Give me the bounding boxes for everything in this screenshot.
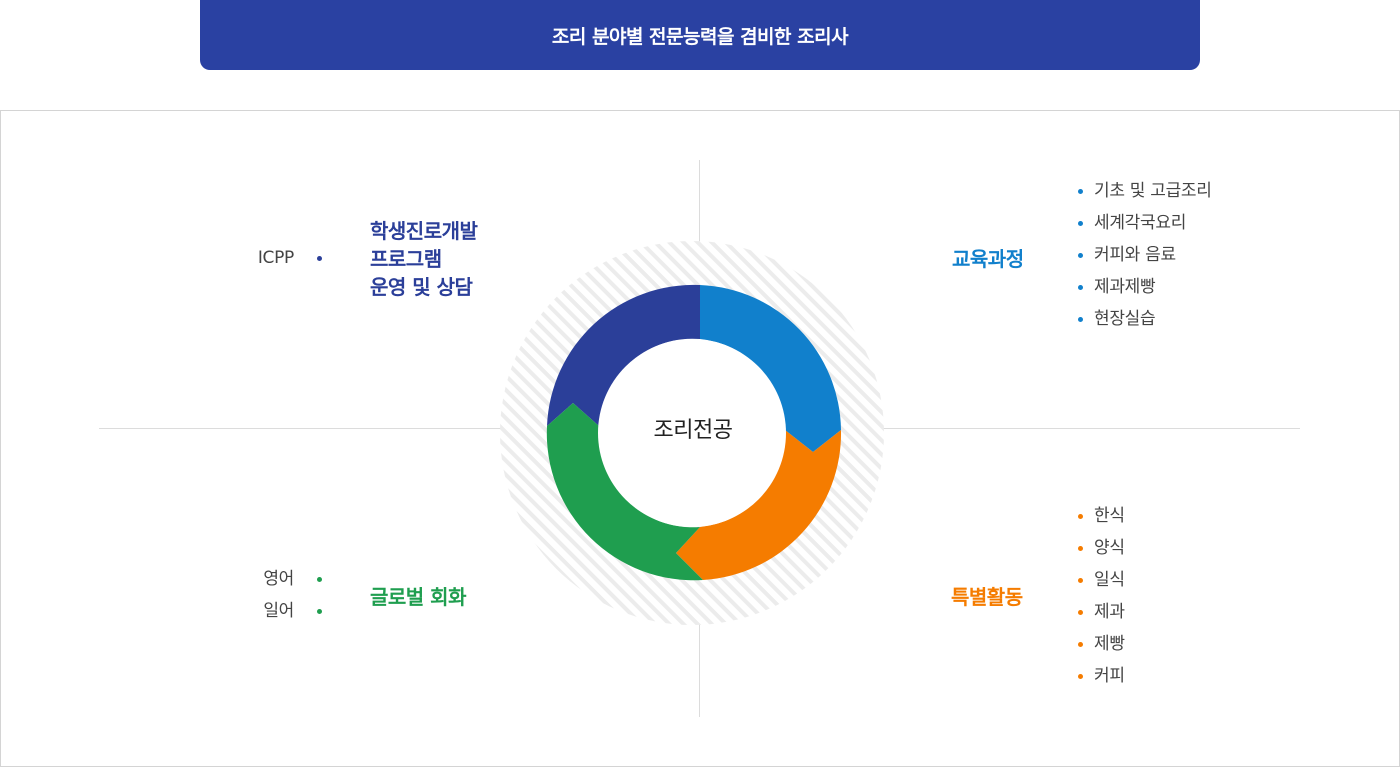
bullet-dot-icon — [1078, 610, 1083, 615]
list-item: 양식 — [1078, 532, 1125, 564]
list-item-label: 일식 — [1094, 570, 1125, 590]
list-item: 한식 — [1078, 500, 1125, 532]
list-item-label: 제빵 — [1094, 634, 1125, 654]
bullet-dot-icon — [1078, 546, 1083, 551]
list-item: 기초 및 고급조리 — [1078, 175, 1212, 207]
student-career-program-title: 학생진로개발 프로그램 운영 및 상담 — [370, 217, 478, 301]
list-item: 제빵 — [1078, 628, 1125, 660]
title-line-3: 운영 및 상담 — [370, 275, 473, 299]
ring-segment-bottom-left — [546, 403, 703, 581]
special-activities-item-list: 한식 양식 일식 제과 제빵 커피 — [1078, 500, 1125, 692]
curriculum-item-list: 기초 및 고급조리 세계각국요리 커피와 음료 제과제빵 현장실습 — [1078, 175, 1212, 335]
bullet-dot-icon — [1078, 221, 1083, 226]
list-item: 제과제빵 — [1078, 271, 1212, 303]
ring-center — [598, 339, 786, 527]
list-item: 일어 — [263, 595, 322, 627]
list-item: 현장실습 — [1078, 303, 1212, 335]
list-item: ICPP — [258, 242, 322, 274]
bullet-dot-icon — [1078, 514, 1083, 519]
list-item-label: 양식 — [1094, 538, 1125, 558]
global-conversation-title: 글로벌 회화 — [370, 585, 466, 609]
bottom-left-item-list: 영어 일어 — [263, 563, 322, 627]
list-item-label: ICPP — [257, 248, 294, 268]
list-item: 제과 — [1078, 596, 1125, 628]
center-label: 조리전공 — [653, 418, 733, 443]
bullet-dot-icon — [317, 609, 322, 614]
list-item: 일식 — [1078, 564, 1125, 596]
list-item-label: 세계각국요리 — [1094, 213, 1187, 233]
bullet-dot-icon — [1078, 285, 1083, 290]
bullet-dot-icon — [317, 256, 322, 261]
bullet-dot-icon — [1078, 674, 1083, 679]
title-line-1: 학생진로개발 — [370, 219, 478, 243]
ring-segment-bottom-right — [676, 430, 842, 580]
top-left-item-list: ICPP — [258, 242, 322, 274]
list-item-label: 기초 및 고급조리 — [1094, 181, 1212, 201]
list-item-label: 제과제빵 — [1094, 277, 1156, 297]
special-activities-title: 특별활동 — [951, 585, 1023, 609]
title-line-2: 프로그램 — [370, 247, 442, 271]
bullet-dot-icon — [317, 577, 322, 582]
ring-segment-top-right — [700, 285, 841, 452]
list-item-label: 한식 — [1094, 506, 1125, 526]
bullet-dot-icon — [1078, 578, 1083, 583]
list-item: 커피와 음료 — [1078, 239, 1212, 271]
list-item-label: 일어 — [263, 601, 294, 621]
list-item-label: 현장실습 — [1094, 309, 1156, 329]
banner-title: 조리 분야별 전문능력을 겸비한 조리사 — [551, 25, 849, 48]
bullet-dot-icon — [1078, 317, 1083, 322]
bullet-dot-icon — [1078, 189, 1083, 194]
list-item-label: 커피 — [1094, 666, 1125, 686]
list-item: 세계각국요리 — [1078, 207, 1212, 239]
list-item: 영어 — [263, 563, 322, 595]
list-item-label: 커피와 음료 — [1094, 245, 1176, 265]
ring-segment-top-left — [547, 284, 700, 426]
list-item-label: 영어 — [263, 569, 294, 589]
bullet-dot-icon — [1078, 642, 1083, 647]
list-item-label: 제과 — [1094, 602, 1125, 622]
curriculum-title: 교육과정 — [952, 247, 1024, 271]
header-banner: 조리 분야별 전문능력을 겸비한 조리사 — [200, 0, 1200, 70]
bullet-dot-icon — [1078, 253, 1083, 258]
list-item: 커피 — [1078, 660, 1125, 692]
